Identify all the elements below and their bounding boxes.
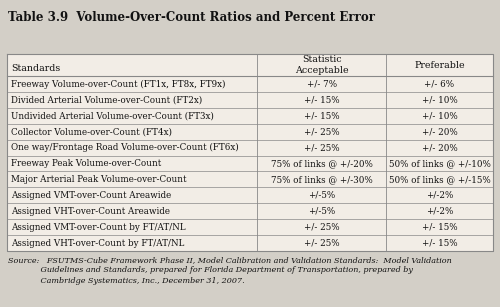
Text: +/- 25%: +/- 25% — [304, 223, 340, 232]
Text: 50% of links @ +/-10%: 50% of links @ +/-10% — [388, 159, 490, 168]
Text: Collector Volume-over-Count (FT4x): Collector Volume-over-Count (FT4x) — [11, 127, 172, 136]
Text: +/- 25%: +/- 25% — [304, 143, 340, 152]
Text: +/- 10%: +/- 10% — [422, 95, 458, 104]
Text: +/- 10%: +/- 10% — [422, 111, 458, 120]
Text: Major Arterial Peak Volume-over-Count: Major Arterial Peak Volume-over-Count — [11, 175, 186, 184]
Text: 75% of links @ +/-30%: 75% of links @ +/-30% — [271, 175, 372, 184]
Text: +/- 15%: +/- 15% — [422, 239, 458, 247]
Text: +/- 15%: +/- 15% — [304, 111, 340, 120]
Text: One way/Frontage Road Volume-over-Count (FT6x): One way/Frontage Road Volume-over-Count … — [11, 143, 239, 152]
Text: Divided Arterial Volume-over-Count (FT2x): Divided Arterial Volume-over-Count (FT2x… — [11, 95, 202, 104]
Text: +/- 25%: +/- 25% — [304, 127, 340, 136]
Text: +/- 25%: +/- 25% — [304, 239, 340, 247]
Text: Assigned VMT-over-Count Areawide: Assigned VMT-over-Count Areawide — [11, 191, 171, 200]
Text: Undivided Arterial Volume-over-Count (FT3x): Undivided Arterial Volume-over-Count (FT… — [11, 111, 214, 120]
Text: +/-2%: +/-2% — [426, 207, 453, 216]
Text: Statistic
Acceptable: Statistic Acceptable — [295, 55, 348, 75]
Text: Assigned VHT-over-Count by FT/AT/NL: Assigned VHT-over-Count by FT/AT/NL — [11, 239, 184, 247]
Text: Assigned VHT-over-Count Areawide: Assigned VHT-over-Count Areawide — [11, 207, 170, 216]
Text: +/-5%: +/-5% — [308, 207, 336, 216]
Text: Preferable: Preferable — [414, 60, 465, 69]
Text: Freeway Volume-over-Count (FT1x, FT8x, FT9x): Freeway Volume-over-Count (FT1x, FT8x, F… — [11, 80, 226, 88]
Text: +/-2%: +/-2% — [426, 191, 453, 200]
Text: Cambridge Systematics, Inc., December 31, 2007.: Cambridge Systematics, Inc., December 31… — [8, 277, 244, 285]
Text: Freeway Peak Volume-over-Count: Freeway Peak Volume-over-Count — [11, 159, 161, 168]
Text: +/- 20%: +/- 20% — [422, 127, 458, 136]
Text: Guidelines and Standards, prepared for Florida Department of Transportation, pre: Guidelines and Standards, prepared for F… — [8, 266, 413, 274]
Text: +/- 7%: +/- 7% — [306, 80, 336, 88]
Text: +/-5%: +/-5% — [308, 191, 336, 200]
Bar — [7, 54, 493, 251]
Text: Table 3.9  Volume-Over-Count Ratios and Percent Error: Table 3.9 Volume-Over-Count Ratios and P… — [8, 11, 375, 24]
Text: +/- 20%: +/- 20% — [422, 143, 458, 152]
Text: +/- 6%: +/- 6% — [424, 80, 454, 88]
Text: 50% of links @ +/-15%: 50% of links @ +/-15% — [388, 175, 490, 184]
Text: Source:   FSUTMS-Cube Framework Phase II, Model Calibration and Validation Stand: Source: FSUTMS-Cube Framework Phase II, … — [8, 256, 452, 264]
Text: +/- 15%: +/- 15% — [304, 95, 340, 104]
Text: Standards: Standards — [11, 64, 60, 73]
Text: Assigned VMT-over-Count by FT/AT/NL: Assigned VMT-over-Count by FT/AT/NL — [11, 223, 186, 232]
Text: 75% of links @ +/-20%: 75% of links @ +/-20% — [270, 159, 372, 168]
Text: +/- 15%: +/- 15% — [422, 223, 458, 232]
